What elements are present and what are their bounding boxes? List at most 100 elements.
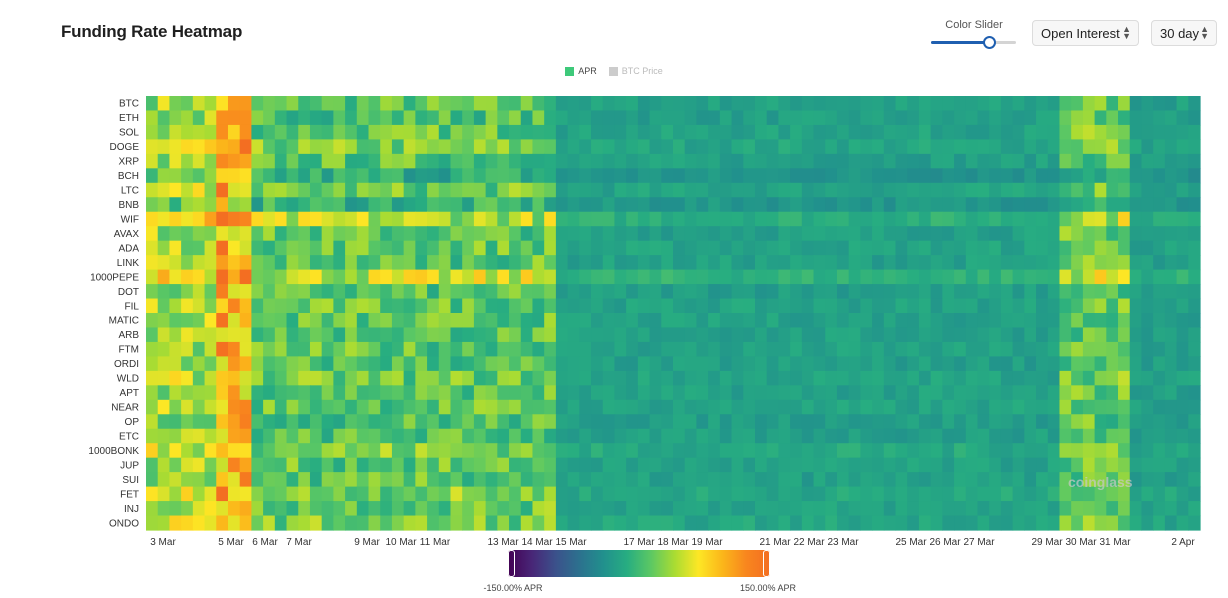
heatmap-cell[interactable]	[227, 341, 241, 357]
heatmap-cell[interactable]	[907, 501, 920, 517]
heatmap-cell[interactable]	[813, 501, 826, 517]
heatmap-cell[interactable]	[1176, 269, 1189, 285]
heatmap-cell[interactable]	[579, 226, 592, 242]
heatmap-cell[interactable]	[754, 168, 768, 184]
heatmap-cell[interactable]	[216, 182, 229, 198]
heatmap-cell[interactable]	[661, 472, 674, 488]
heatmap-cell[interactable]	[801, 124, 815, 140]
heatmap-cell[interactable]	[977, 211, 990, 227]
heatmap-cell[interactable]	[345, 428, 358, 444]
heatmap-cell[interactable]	[1164, 515, 1178, 531]
heatmap-cell[interactable]	[309, 486, 323, 502]
heatmap-cell[interactable]	[169, 110, 182, 126]
heatmap-cell[interactable]	[298, 269, 311, 285]
heatmap-cell[interactable]	[614, 457, 627, 473]
heatmap-cell[interactable]	[696, 197, 709, 213]
heatmap-cell[interactable]	[298, 341, 311, 357]
heatmap-cell[interactable]	[497, 255, 510, 271]
heatmap-cell[interactable]	[696, 211, 709, 227]
heatmap-cell[interactable]	[883, 153, 897, 169]
heatmap-cell[interactable]	[614, 472, 627, 488]
heatmap-cell[interactable]	[555, 341, 569, 357]
heatmap-cell[interactable]	[345, 472, 358, 488]
heatmap-cell[interactable]	[169, 515, 182, 531]
heatmap-cell[interactable]	[801, 356, 815, 372]
heatmap-cell[interactable]	[813, 472, 826, 488]
heatmap-cell[interactable]	[1036, 269, 1049, 285]
heatmap-cell[interactable]	[274, 515, 288, 531]
heatmap-cell[interactable]	[567, 168, 580, 184]
heatmap-cell[interactable]	[286, 226, 299, 242]
heatmap-cell[interactable]	[286, 96, 299, 112]
heatmap-cell[interactable]	[801, 197, 815, 213]
heatmap-cell[interactable]	[989, 153, 1002, 169]
heatmap-cell[interactable]	[333, 298, 346, 314]
heatmap-cell[interactable]	[251, 96, 264, 112]
heatmap-cell[interactable]	[1176, 486, 1189, 502]
heatmap-cell[interactable]	[146, 124, 159, 140]
heatmap-cell[interactable]	[1012, 255, 1025, 271]
heatmap-cell[interactable]	[216, 356, 229, 372]
heatmap-cell[interactable]	[743, 269, 756, 285]
heatmap-cell[interactable]	[614, 428, 627, 444]
heatmap-cell[interactable]	[965, 457, 979, 473]
heatmap-cell[interactable]	[965, 240, 979, 256]
heatmap-cell[interactable]	[825, 255, 838, 271]
heatmap-cell[interactable]	[157, 313, 171, 329]
heatmap-cell[interactable]	[684, 385, 698, 401]
heatmap-cell[interactable]	[1071, 356, 1084, 372]
heatmap-cell[interactable]	[591, 124, 604, 140]
heatmap-cell[interactable]	[1012, 486, 1025, 502]
heatmap-cell[interactable]	[579, 385, 592, 401]
heatmap-cell[interactable]	[544, 428, 557, 444]
heatmap-cell[interactable]	[1141, 182, 1154, 198]
heatmap-cell[interactable]	[274, 327, 288, 343]
heatmap-cell[interactable]	[1118, 327, 1131, 343]
heatmap-cell[interactable]	[825, 284, 838, 300]
heatmap-cell[interactable]	[520, 182, 534, 198]
heatmap-cell[interactable]	[227, 153, 241, 169]
heatmap-cell[interactable]	[965, 110, 979, 126]
heatmap-cell[interactable]	[520, 457, 534, 473]
heatmap-cell[interactable]	[1153, 255, 1166, 271]
heatmap-cell[interactable]	[731, 443, 744, 459]
heatmap-cell[interactable]	[848, 139, 861, 155]
heatmap-cell[interactable]	[778, 428, 791, 444]
heatmap-cell[interactable]	[591, 298, 604, 314]
heatmap-cell[interactable]	[766, 501, 779, 517]
heatmap-cell[interactable]	[790, 501, 803, 517]
heatmap-cell[interactable]	[872, 269, 885, 285]
heatmap-cell[interactable]	[989, 472, 1002, 488]
heatmap-cell[interactable]	[1059, 486, 1072, 502]
heatmap-cell[interactable]	[790, 168, 803, 184]
heatmap-cell[interactable]	[286, 486, 299, 502]
heatmap-cell[interactable]	[719, 110, 733, 126]
heatmap-cell[interactable]	[450, 443, 463, 459]
heatmap-cell[interactable]	[1036, 211, 1049, 227]
heatmap-cell[interactable]	[1024, 226, 1037, 242]
heatmap-cell[interactable]	[1118, 168, 1131, 184]
heatmap-cell[interactable]	[591, 226, 604, 242]
heatmap-cell[interactable]	[719, 255, 733, 271]
heatmap-cell[interactable]	[181, 124, 194, 140]
heatmap-cell[interactable]	[227, 182, 241, 198]
heatmap-cell[interactable]	[1082, 255, 1096, 271]
heatmap-cell[interactable]	[345, 327, 358, 343]
heatmap-cell[interactable]	[239, 356, 252, 372]
heatmap-cell[interactable]	[368, 211, 381, 227]
heatmap-cell[interactable]	[637, 356, 651, 372]
heatmap-cell[interactable]	[181, 515, 194, 531]
heatmap-cell[interactable]	[602, 385, 616, 401]
heatmap-cell[interactable]	[532, 269, 545, 285]
heatmap-cell[interactable]	[801, 153, 815, 169]
heatmap-cell[interactable]	[825, 356, 838, 372]
heatmap-cell[interactable]	[883, 457, 897, 473]
heatmap-cell[interactable]	[895, 139, 908, 155]
heatmap-cell[interactable]	[602, 341, 616, 357]
heatmap-cell[interactable]	[181, 399, 194, 415]
heatmap-cell[interactable]	[438, 211, 452, 227]
heatmap-cell[interactable]	[567, 443, 580, 459]
heatmap-cell[interactable]	[309, 124, 323, 140]
heatmap-cell[interactable]	[239, 110, 252, 126]
heatmap-cell[interactable]	[1000, 486, 1014, 502]
